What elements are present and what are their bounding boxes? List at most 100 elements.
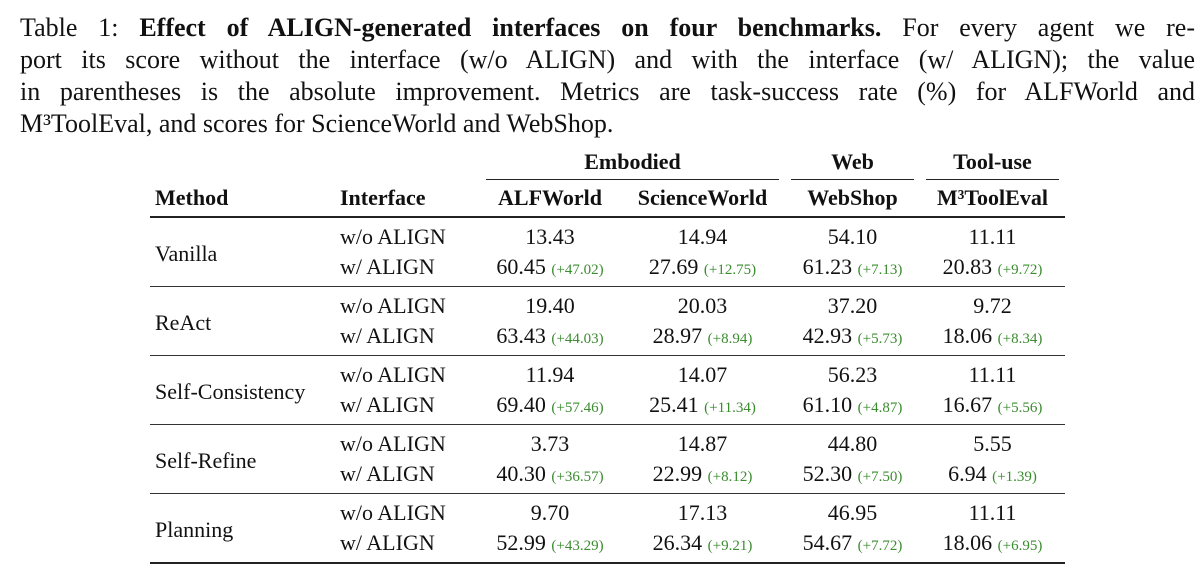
table-row: Self-Consistency w/o ALIGN 11.94 14.07 56.23…	[150, 355, 1065, 425]
improvement: (+57.46)	[551, 400, 604, 416]
improvement: (+9.72)	[997, 262, 1043, 278]
score: 9.72	[973, 293, 1012, 318]
column-header: ScienceWorld	[620, 180, 785, 218]
score: 61.10	[802, 392, 853, 417]
value-cell: 17.13	[620, 494, 785, 529]
group-header: Tool-use	[926, 149, 1059, 180]
improvement: (+43.29)	[551, 538, 604, 554]
improvement: (+1.39)	[992, 469, 1037, 485]
value-cell: 61.23 (+7.13)	[785, 252, 920, 287]
improvement: (+5.73)	[857, 331, 903, 347]
caption-text: For every agent we re-	[902, 13, 1195, 42]
value-cell: 18.06 (+6.95)	[920, 528, 1065, 564]
score: 28.97	[652, 323, 703, 348]
interface-cell: w/o ALIGN	[340, 293, 446, 318]
column-header: M³ToolEval	[920, 180, 1065, 218]
interface-cell: w/ ALIGN	[335, 252, 480, 287]
value-cell: 60.45 (+47.02)	[480, 252, 620, 287]
value-cell: 61.10 (+4.87)	[785, 390, 920, 425]
score: 52.30	[802, 461, 853, 486]
improvement: (+9.21)	[707, 538, 753, 554]
column-header: Interface	[335, 180, 480, 218]
score: 9.70	[530, 500, 570, 525]
score: 20.83	[942, 254, 993, 279]
improvement: (+7.13)	[857, 262, 903, 278]
improvement: (+11.34)	[704, 400, 756, 416]
value-cell: 11.11	[920, 356, 1065, 391]
improvement: (+8.12)	[707, 469, 753, 485]
column-header: WebShop	[785, 180, 920, 218]
value-cell: 69.40 (+57.46)	[480, 390, 620, 425]
improvement: (+44.03)	[551, 331, 604, 347]
improvement: (+4.87)	[857, 400, 903, 416]
table-row: w/ ALIGN 40.30 (+36.57) 22.99 (+8.12) 52.30…	[150, 459, 1065, 494]
value-cell: 28.97 (+8.94)	[620, 321, 785, 356]
score: 42.93	[802, 323, 853, 348]
column-header: ALFWorld	[480, 180, 620, 218]
value-cell: 20.83 (+9.72)	[920, 252, 1065, 287]
table-row: Planning w/o ALIGN 9.70 17.13 46.95 11.11	[150, 493, 1065, 564]
table-row: ReAct w/o ALIGN 19.40 20.03 37.20 9.72	[150, 286, 1065, 356]
value-cell: 27.69 (+12.75)	[620, 252, 785, 287]
value-cell: 46.95	[785, 494, 920, 529]
interface-cell: w/o ALIGN	[340, 431, 446, 456]
improvement: (+8.94)	[707, 331, 753, 347]
score: 11.11	[968, 362, 1017, 387]
improvement: (+36.57)	[551, 469, 604, 485]
score: 18.06	[942, 323, 993, 348]
value-cell: 3.73	[480, 425, 620, 460]
score: 63.43	[496, 323, 546, 348]
value-cell: 52.99 (+43.29)	[480, 528, 620, 564]
table-row: w/ ALIGN 63.43 (+44.03) 28.97 (+8.94) 42.93…	[150, 321, 1065, 356]
value-cell: 14.94	[620, 217, 785, 252]
score: 54.10	[827, 224, 878, 249]
method-cell: Self-Refine	[150, 424, 335, 494]
value-cell: 11.11	[920, 494, 1065, 529]
score: 44.80	[827, 431, 878, 456]
score: 27.69	[648, 254, 699, 279]
score: 60.45	[496, 254, 546, 279]
value-cell: 9.72	[920, 287, 1065, 322]
improvement: (+7.50)	[857, 469, 903, 485]
caption-line: M³ToolEval, and scores for ScienceWorld …	[20, 109, 614, 138]
table-body: Vanilla w/o ALIGN 13.43 14.94 54.10 11.11 w/ A…	[150, 217, 1065, 564]
value-cell: 52.30 (+7.50)	[785, 459, 920, 494]
score: 14.07	[677, 362, 728, 387]
score: 3.73	[530, 431, 570, 456]
score: 46.95	[827, 500, 878, 525]
interface-cell: w/ ALIGN	[335, 528, 480, 564]
method-cell: Vanilla	[150, 217, 335, 287]
score: 11.94	[525, 362, 575, 387]
value-cell: 37.20	[785, 287, 920, 322]
method-cell: ReAct	[150, 286, 335, 356]
value-cell: 25.41 (+11.34)	[620, 390, 785, 425]
interface-cell: w/o ALIGN	[340, 224, 446, 249]
value-cell: 14.87	[620, 425, 785, 460]
value-cell: 26.34 (+9.21)	[620, 528, 785, 564]
score: 26.34	[652, 530, 703, 555]
score: 18.06	[942, 530, 993, 555]
column-header: Method	[150, 180, 335, 218]
group-header: Web	[791, 149, 914, 180]
score: 22.99	[652, 461, 703, 486]
score: 56.23	[827, 362, 878, 387]
method-cell: Planning	[150, 493, 335, 564]
value-cell: 22.99 (+8.12)	[620, 459, 785, 494]
score: 13.43	[525, 224, 575, 249]
score: 61.23	[802, 254, 853, 279]
score: 17.13	[677, 500, 728, 525]
score: 52.99	[496, 530, 546, 555]
header-row: Method Interface ALFWorld ScienceWorld WebSh…	[150, 180, 1065, 218]
score: 5.55	[973, 431, 1012, 456]
value-cell: 40.30 (+36.57)	[480, 459, 620, 494]
score: 20.03	[677, 293, 728, 318]
value-cell: 14.07	[620, 356, 785, 391]
value-cell: 13.43	[480, 217, 620, 252]
results-table: Embodied Web Tool-use Method Interface ALF…	[150, 148, 1065, 564]
value-cell: 54.10	[785, 217, 920, 252]
improvement: (+7.72)	[857, 538, 903, 554]
table-row: w/ ALIGN 69.40 (+57.46) 25.41 (+11.34) 61.1…	[150, 390, 1065, 425]
score: 40.30	[496, 461, 546, 486]
score: 6.94	[948, 461, 987, 486]
value-cell: 18.06 (+8.34)	[920, 321, 1065, 356]
